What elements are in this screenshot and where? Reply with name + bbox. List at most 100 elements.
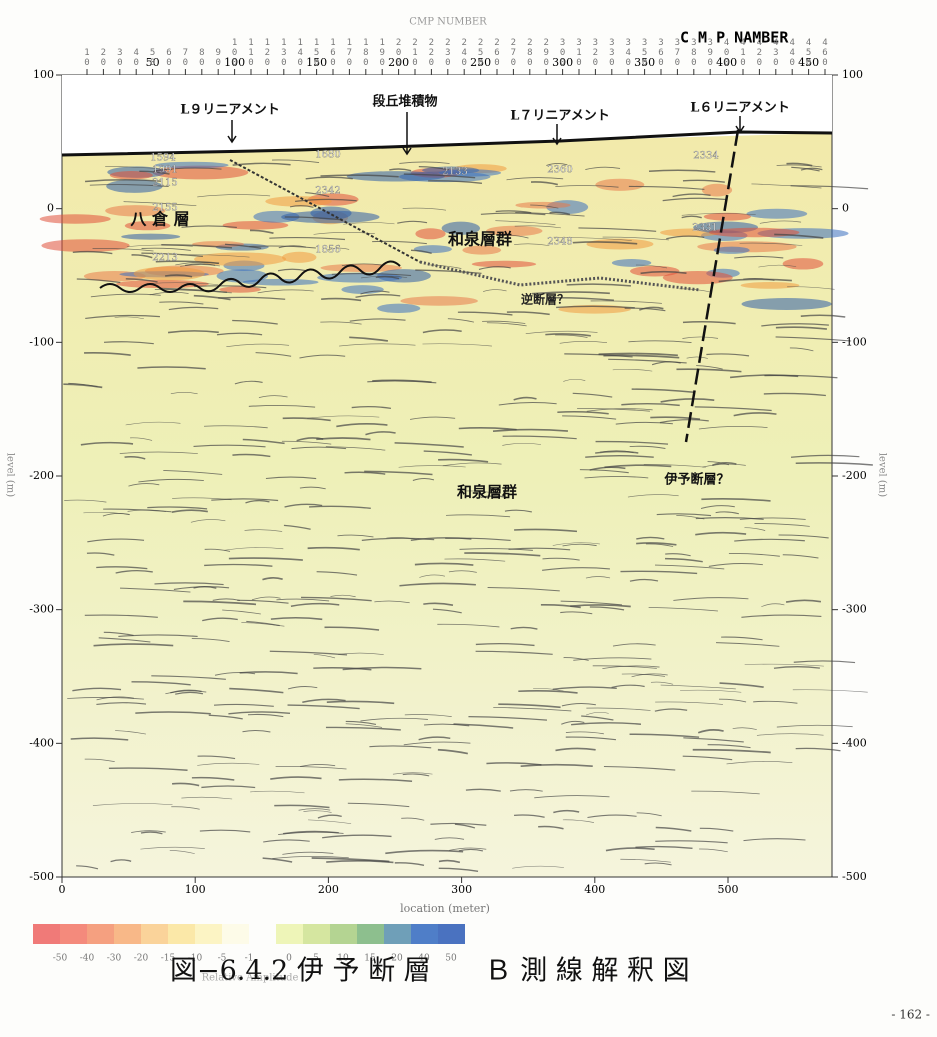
cmp-digit: 150 (313, 38, 320, 68)
colorbar-cell (276, 924, 303, 944)
y-tick-label: 100 (33, 68, 54, 81)
plot-area (61, 74, 833, 878)
cmp-digit: 270 (510, 38, 517, 68)
colorbar-label: -15 (161, 954, 176, 964)
annotation: 1680 (315, 150, 340, 161)
cmp-digit: 280 (527, 38, 533, 68)
y-tick-label: -400 (842, 736, 867, 749)
colorbar-cell (60, 924, 87, 944)
annotation: 2213 (152, 253, 177, 264)
annotation: 2334 (693, 151, 718, 162)
cmp-digit: 130 (281, 38, 287, 68)
reverse-fault (419, 260, 701, 292)
annotation: 伊予断層？ (663, 472, 729, 488)
caption: 図−6.4.2 伊 予 断 層 Ｂ 測 線 解 釈 図 (170, 956, 690, 987)
colorbar-label: 0 (286, 954, 292, 964)
y-tick-label: 100 (842, 68, 863, 81)
cmp-digit: 200 (395, 38, 402, 68)
cmp-digit: 20 (100, 48, 107, 68)
colorbar-label: -20 (134, 954, 149, 964)
y-tick-label: -400 (29, 736, 54, 749)
cmp-digit: 70 (182, 48, 189, 68)
x-tick-label: 500 (718, 883, 739, 896)
cmp-digit: 210 (412, 38, 418, 68)
annotation: 和泉層群 (457, 483, 517, 501)
cmp-digit: 430 (773, 38, 779, 68)
cmp-digit: 260 (494, 38, 500, 68)
cmp-label: 350 (634, 56, 655, 69)
cmp-digit: 380 (691, 38, 697, 68)
cmp-label: 50 (146, 56, 160, 69)
annotation: 2133 (442, 167, 467, 178)
cmp-digit: 400 (723, 38, 730, 68)
cmp-digit: 310 (576, 38, 582, 68)
y-tick-label: -500 (842, 870, 867, 883)
colorbar-cell (222, 924, 249, 944)
page-number: - 162 - (891, 1008, 930, 1022)
cmp-label: 150 (306, 56, 327, 69)
colorbar-cell (168, 924, 195, 944)
colorbar-cell (438, 924, 465, 944)
colorbar-label: 40 (418, 954, 430, 964)
cmp-digit: 300 (559, 38, 566, 68)
cmp-digit: 370 (674, 38, 681, 68)
surface-line (61, 130, 833, 157)
colorbar-cell (411, 924, 438, 944)
cmp-digit: 140 (297, 38, 303, 68)
annotation: 1991 (152, 165, 177, 176)
cmp-digit: 360 (658, 38, 664, 68)
y-axis-title: level (m) (5, 453, 16, 497)
cmp-digit: 460 (822, 38, 828, 68)
y-tick-label: -100 (29, 335, 54, 348)
y-tick-label: -200 (29, 469, 54, 482)
annotation: L７リニアメント (510, 109, 610, 124)
cmp-digit: 190 (379, 38, 385, 68)
annotation: 1856 (315, 245, 340, 256)
cmp-digit: 450 (805, 38, 812, 68)
colorbar-cell (33, 924, 60, 944)
colorbar-title: Relative Amplitude (202, 973, 299, 984)
colorbar-label: 20 (391, 954, 403, 964)
y-tick-label: -100 (842, 335, 867, 348)
cmp-label: 200 (388, 56, 409, 69)
annotation: 八 倉 層 (129, 210, 189, 229)
x-tick-label: 400 (584, 883, 605, 896)
cmp-label: 400 (716, 56, 737, 69)
cmp-digit: 160 (330, 38, 336, 68)
cmp-digit: 60 (166, 48, 172, 68)
cmp-label: 300 (552, 56, 573, 69)
cmp-digit: 410 (740, 38, 746, 68)
arrows (227, 112, 745, 156)
annotation: 2155 (152, 203, 177, 214)
annotation: 和泉層群 (448, 230, 512, 249)
annotation: 段丘堆積物 (372, 94, 437, 110)
colorbar-label: -50 (53, 954, 68, 964)
iyo-fault (684, 129, 740, 443)
colorbar-cell (114, 924, 141, 944)
sky (62, 75, 832, 155)
colorbar-cell (330, 924, 357, 944)
x-tick-label: 100 (185, 883, 206, 896)
cmp-digit: 180 (363, 38, 369, 68)
colorbar-label: 15 (364, 954, 376, 964)
annotation: L９リニアメント (180, 103, 280, 118)
cmp-digit: 30 (117, 48, 123, 68)
y-tick-label: -300 (842, 603, 867, 616)
annotation: 2115 (152, 178, 177, 189)
cmp-digit: 110 (248, 38, 254, 68)
annotation: 1594 (150, 153, 175, 164)
cmp-digit: 10 (84, 48, 90, 68)
annotation: 2348 (547, 237, 572, 248)
y-tick-label: 0 (842, 202, 849, 215)
cmp-digit: 220 (428, 38, 435, 68)
colorbar-label: 50 (445, 954, 457, 964)
cmp-digit: 390 (707, 38, 713, 68)
annotation: 逆断層？ (521, 292, 569, 307)
cmp-digit: 290 (543, 38, 549, 68)
cmp-digit: 90 (215, 48, 221, 68)
top-axis-title-right: C M P NAMBER (680, 29, 789, 47)
cmp-label: 100 (224, 56, 245, 69)
y-tick-label: 0 (47, 202, 54, 215)
